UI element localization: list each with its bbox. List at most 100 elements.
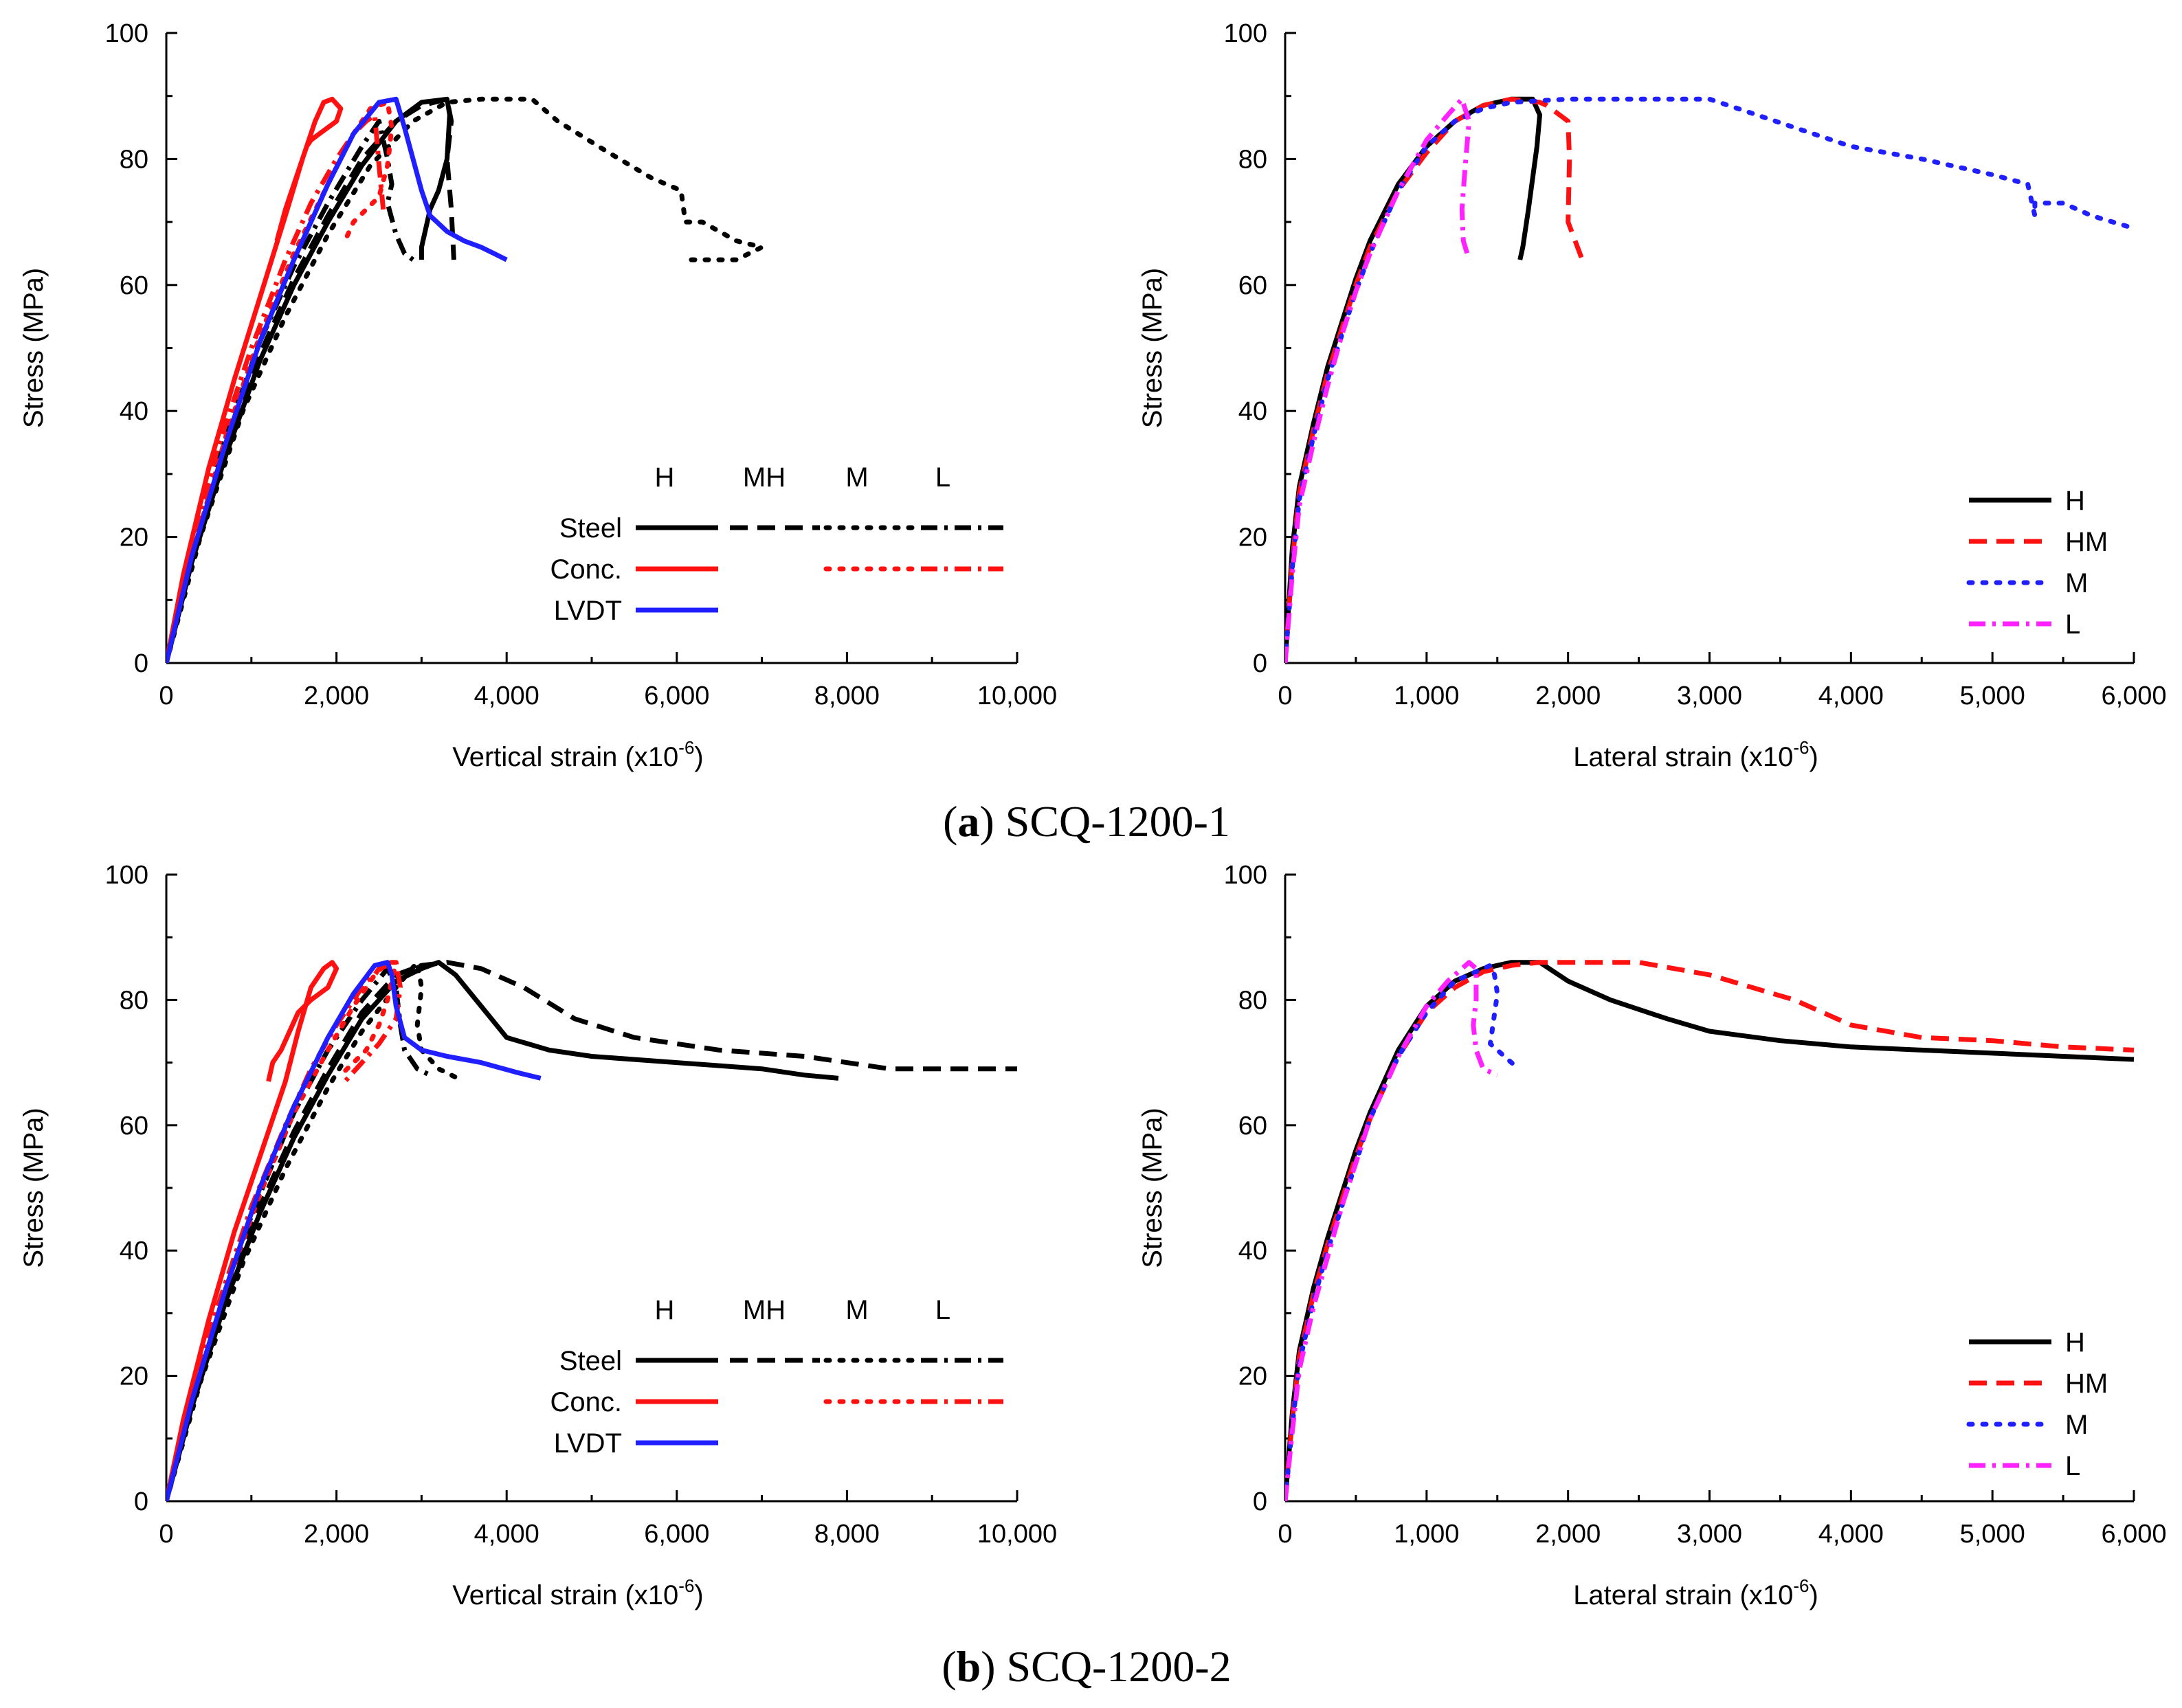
y-axis-title: Stress (MPa) [1137,1108,1168,1268]
x-tick-label: 5,000 [1960,682,2025,710]
x-tick-label: 3,000 [1677,1520,1742,1549]
series-line-steel-m [166,960,467,1501]
series-line-steel-l [166,966,432,1501]
series-line-lvdt-h [166,96,508,663]
chart-b-lateral-strain: 0 1,000 2,000 3,000 4,000 5,000 6,000 0 20 40 60 80… [1137,861,2167,1610]
y-axis-title: Stress (MPa) [19,1108,49,1268]
legend-label-l: L [2065,1451,2080,1481]
y-tick-label: 60 [120,1112,148,1140]
x-tick-label: 4,000 [1818,682,1884,710]
x-tick-label: 10,000 [977,1520,1057,1549]
y-tick-label: 0 [1253,1487,1267,1516]
legend-column-h: H [655,1295,675,1325]
caption-a: (a) SCQ-1200-1 [943,797,1230,846]
series-line-steel-mh [166,960,1017,1501]
x-tick-label: 0 [159,1520,173,1549]
x-tick-label: 2,000 [304,1520,369,1549]
x-axis-title: Lateral strain (x10-6) [1573,737,1818,772]
legend-label-m: M [2065,568,2088,598]
x-tick-label: 4,000 [1818,1520,1884,1549]
x-tick-label: 0 [1278,1520,1292,1549]
y-axis-title: Stress (MPa) [19,268,49,428]
legend-column-h: H [655,462,675,493]
x-tick-label: 6,000 [644,1520,709,1549]
y-tick-label: 20 [1238,524,1267,552]
legend-row-steel: Steel [559,513,622,543]
series-line-steel-h [166,96,452,663]
series-line-h [1285,960,2135,1501]
y-tick-label: 20 [120,524,148,552]
x-axis-title: Vertical strain (x10-6) [452,737,703,772]
y-tick-label: 0 [1253,649,1267,678]
series-line-steel-mh [166,96,456,663]
x-tick-label: 0 [159,682,173,710]
legend-label-hm: HM [2065,1369,2108,1399]
x-tick-label: 6,000 [644,682,709,710]
legend-column-mh: MH [743,1295,786,1325]
legend-label-hm: HM [2065,527,2108,557]
x-tick-label: 8,000 [814,682,880,710]
legend-row-lvdt: LVDT [554,596,622,626]
legend-column-mh: MH [743,462,786,493]
series-line-hm [1285,96,1585,663]
y-tick-label: 60 [1238,1112,1267,1140]
series-line-conc-h [166,960,339,1501]
y-tick-label: 60 [120,271,148,300]
x-tick-label: 1,000 [1394,682,1459,710]
chart-a-lateral-strain: 0 1,000 2,000 3,000 4,000 5,000 6,000 0 20 40 60 80… [1137,19,2167,772]
x-tick-label: 4,000 [474,1520,539,1549]
x-tick-label: 0 [1278,682,1292,710]
y-tick-label: 20 [1238,1362,1267,1391]
x-tick-label: 6,000 [2101,682,2166,710]
y-tick-label: 20 [120,1362,148,1391]
chart-a-vertical-strain: 0 2,000 4,000 6,000 8,000 10,000 0 20 40 60 80 100 V… [19,19,1057,772]
y-tick-label: 40 [120,397,148,426]
y-tick-label: 0 [134,1487,148,1516]
series-line-conc-m [166,100,394,663]
y-tick-label: 40 [1238,397,1267,426]
x-tick-label: 5,000 [1960,1520,2025,1549]
legend-label-h: H [2065,1327,2085,1358]
x-tick-label: 6,000 [2101,1520,2166,1549]
x-axis-title: Vertical strain (x10-6) [452,1575,703,1610]
caption-b: (b) SCQ-1200-2 [942,1642,1231,1691]
legend-label-m: M [2065,1410,2088,1440]
legend-label-h: H [2065,486,2085,516]
x-tick-label: 10,000 [977,682,1057,710]
y-tick-label: 80 [120,986,148,1015]
legend-row-conc: Conc. [550,554,623,585]
legend-row-lvdt: LVDT [554,1428,622,1459]
x-tick-label: 2,000 [304,682,369,710]
legend-column-m: M [845,1295,868,1325]
legend-column-m: M [845,462,868,493]
series-line-conc-h [166,96,344,663]
series-line-conc-m [166,960,399,1501]
y-axis-title: Stress (MPa) [1137,268,1168,428]
y-tick-label: 100 [105,861,148,890]
y-tick-label: 0 [134,649,148,678]
y-tick-label: 100 [1224,19,1267,48]
x-tick-label: 2,000 [1535,1520,1601,1549]
series-line-steel-h [166,960,839,1501]
y-tick-label: 100 [105,19,148,48]
series-line-conc-l [166,112,386,663]
x-tick-label: 3,000 [1677,682,1742,710]
y-tick-label: 40 [120,1237,148,1266]
series-line-l [1285,96,1472,663]
series-line-hm [1285,960,2135,1501]
series-line-m [1285,96,2137,663]
x-axis-title: Lateral strain (x10-6) [1573,1575,1818,1610]
legend-row-conc: Conc. [550,1387,623,1417]
x-tick-label: 8,000 [814,1520,880,1549]
series-line-l [1285,960,1499,1501]
y-tick-label: 80 [1238,145,1267,174]
legend-column-l: L [935,1295,950,1325]
series-line-lvdt-h [166,960,542,1501]
x-tick-label: 4,000 [474,682,539,710]
y-tick-label: 60 [1238,271,1267,300]
y-tick-label: 40 [1238,1237,1267,1266]
series-line-steel-m [166,96,765,663]
legend-label-l: L [2065,609,2080,640]
legend-column-l: L [935,462,950,493]
